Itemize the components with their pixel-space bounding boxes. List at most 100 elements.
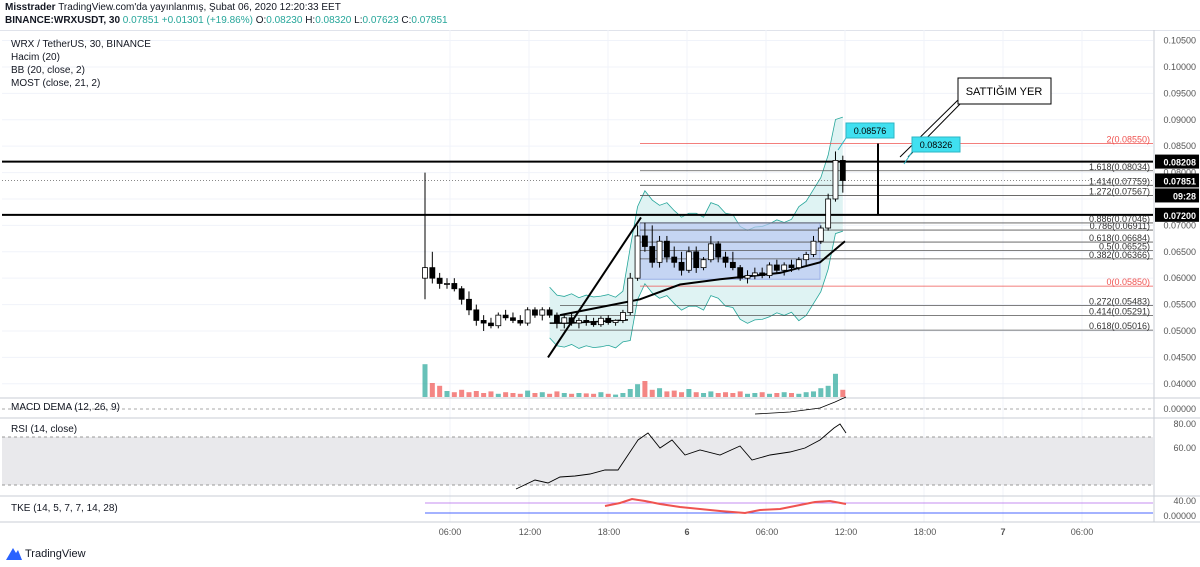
candle xyxy=(700,259,707,269)
volume-bar xyxy=(664,391,670,397)
tradingview-logo-icon[interactable] xyxy=(6,547,22,560)
rsi-line xyxy=(515,423,847,490)
volume-bar xyxy=(701,393,707,397)
price-axis-label: 0.06500 xyxy=(1163,247,1196,257)
legend-volume[interactable]: Hacim (20) xyxy=(11,52,60,63)
author-name[interactable]: Misstrader xyxy=(5,2,56,13)
price-chart[interactable]: 2(0.08550) 1.618(0.08034) 1.414(0.07759)1.… xyxy=(0,30,1200,540)
volume-bar xyxy=(503,392,509,397)
close-value: 0.07851 xyxy=(411,15,448,26)
time-axis-label: 6 xyxy=(684,527,689,537)
price-change: +0.01301 (+19.86%) xyxy=(161,15,253,26)
fib-level-label: 1.272(0.07567) xyxy=(1089,186,1150,196)
candle xyxy=(707,243,714,261)
volume-bar xyxy=(840,389,846,397)
volume-bar xyxy=(620,393,626,397)
tke-label[interactable]: TKE (14, 5, 7, 7, 14, 28) xyxy=(11,503,118,514)
candle xyxy=(510,317,516,321)
candle xyxy=(480,320,487,324)
price-tag-box xyxy=(1155,207,1199,222)
volume-bar xyxy=(774,393,780,397)
volume-bar xyxy=(752,393,758,397)
candle xyxy=(671,256,678,263)
fib-level-label: 0.414(0.05291) xyxy=(1089,307,1150,317)
volume-bar xyxy=(825,385,831,397)
candle xyxy=(781,264,788,271)
legend-title: WRX / TetherUS, 30, BINANCE xyxy=(11,39,151,50)
volume-bar xyxy=(693,392,699,397)
candle xyxy=(598,317,604,326)
price-axis-label: 0.04500 xyxy=(1163,352,1196,362)
volume-bar xyxy=(598,392,604,397)
fib-level-label: 0.886(0.07046) xyxy=(1089,214,1150,224)
price-callout-text: 0.08326 xyxy=(920,140,953,150)
candle xyxy=(663,240,670,258)
time-axis-label: 18:00 xyxy=(598,527,621,537)
candle xyxy=(539,309,546,316)
price-callout-box xyxy=(911,136,961,153)
volume-bar xyxy=(635,384,641,397)
fib-level-label: 0.618(0.05016) xyxy=(1089,321,1150,331)
price-axis-label: 0.10000 xyxy=(1163,62,1196,72)
candle xyxy=(422,267,428,279)
volume-bar xyxy=(561,393,567,397)
rsi-label[interactable]: RSI (14, close) xyxy=(11,424,78,435)
time-axis-label: 18:00 xyxy=(914,527,937,537)
fib-level-label: 1.618(0.08034) xyxy=(1089,162,1150,172)
open-value: 0.08230 xyxy=(266,15,303,26)
price-axis-label: 0.05500 xyxy=(1163,300,1196,310)
low-value: 0.07623 xyxy=(362,15,399,26)
candle xyxy=(795,259,802,269)
candle xyxy=(817,227,824,242)
fib-level-label: 0.5(0.06525) xyxy=(1099,241,1150,251)
volume-bar xyxy=(767,393,773,397)
price-tag-label: 0.08208 xyxy=(1163,158,1196,168)
volume-bar xyxy=(510,393,516,397)
price-tag-box xyxy=(1155,173,1199,188)
candle xyxy=(685,251,692,271)
volume-bar xyxy=(569,393,575,397)
volume-bar xyxy=(495,393,501,397)
volume-bar xyxy=(679,392,685,397)
candle xyxy=(810,240,817,255)
candle xyxy=(532,309,538,316)
volume-bar xyxy=(591,393,597,397)
callout-pointer xyxy=(837,137,847,151)
legend-bb[interactable]: BB (20, close, 2) xyxy=(11,65,85,76)
volume-bar xyxy=(796,393,802,397)
rsi-band xyxy=(2,437,1153,485)
candle xyxy=(788,264,795,269)
price-axis-label: 0.06000 xyxy=(1163,273,1196,283)
legend-most[interactable]: MOST (close, 21, 2) xyxy=(11,78,101,89)
price-tag-label: 0.07200 xyxy=(1163,211,1196,221)
candle xyxy=(488,322,494,327)
candle xyxy=(715,243,722,258)
volume-bar xyxy=(818,388,824,397)
callout-pointer xyxy=(903,151,913,165)
time-axis-label: 06:00 xyxy=(1071,527,1094,537)
tke-axis-label: 0.00000 xyxy=(1163,511,1196,521)
fib-level-label: 0(0.05850) xyxy=(1106,277,1150,287)
price-axis-label: 0.09000 xyxy=(1163,115,1196,125)
candle xyxy=(583,320,590,322)
candle xyxy=(825,198,832,229)
macd-label[interactable]: MACD DEMA (12, 26, 9) xyxy=(11,402,120,413)
open-label: O: xyxy=(255,15,267,26)
time-axis-label: 06:00 xyxy=(439,527,462,537)
volume-bar xyxy=(554,391,560,397)
price-callout-text: 0.08576 xyxy=(854,126,887,136)
candle xyxy=(451,283,458,290)
candle xyxy=(612,320,619,323)
candle xyxy=(803,254,810,261)
candle xyxy=(678,261,685,271)
publish-line: Misstrader TradingView.com'da yayınlanmı… xyxy=(5,2,341,13)
volume-bar xyxy=(525,390,531,397)
volume-bar xyxy=(532,393,538,397)
volume-bar xyxy=(583,393,589,397)
candle xyxy=(737,267,744,279)
chart-header: Misstrader TradingView.com'da yayınlanmı… xyxy=(0,0,1200,31)
tradingview-brand[interactable]: TradingView xyxy=(25,548,86,560)
volume-bar xyxy=(517,393,523,397)
high-label: H: xyxy=(305,15,316,26)
price-callout-box xyxy=(845,122,895,139)
